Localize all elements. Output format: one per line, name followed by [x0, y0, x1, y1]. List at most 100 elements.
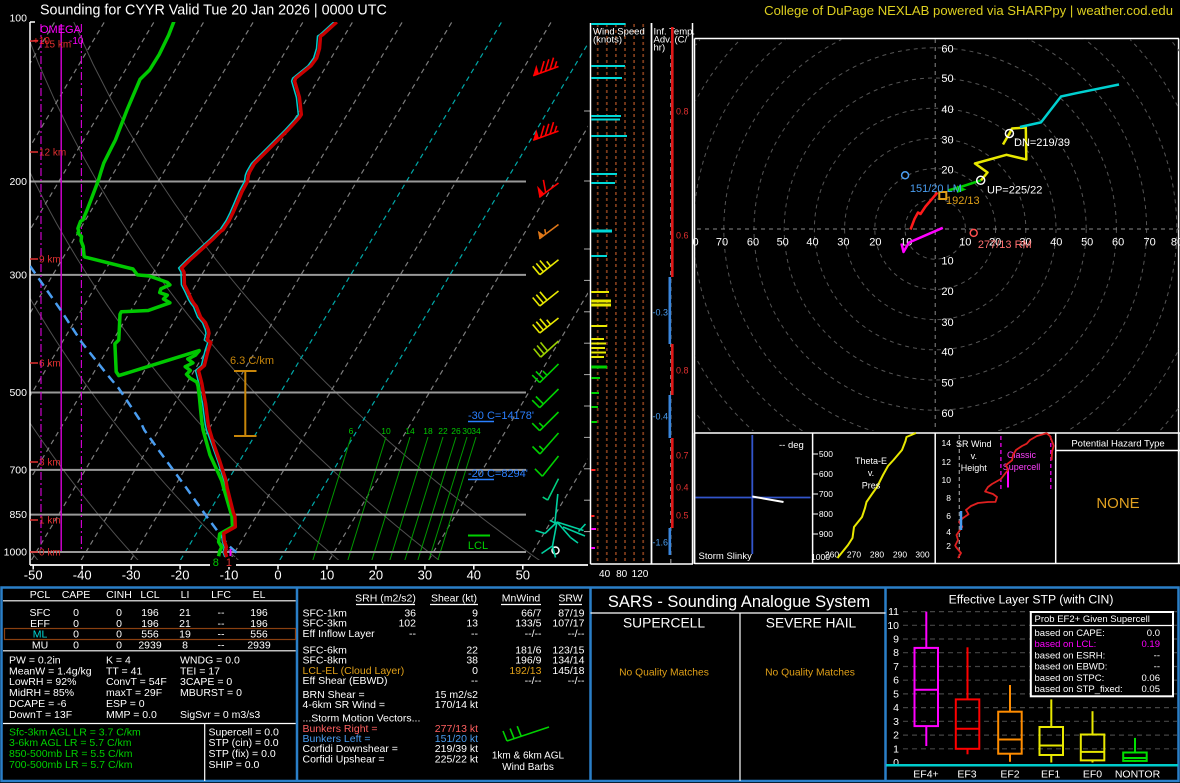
svg-text:0: 0 [116, 618, 122, 630]
svg-text:3-6km AGL LR = 5.7 C/km: 3-6km AGL LR = 5.7 C/km [9, 737, 132, 749]
svg-text:2939: 2939 [138, 640, 162, 652]
svg-text:170/14 kt: 170/14 kt [435, 699, 478, 711]
svg-text:3 km: 3 km [39, 458, 61, 469]
svg-text:30: 30 [462, 426, 472, 436]
svg-text:SEVERE HAIL: SEVERE HAIL [766, 616, 857, 631]
svg-text:20: 20 [989, 237, 1001, 249]
svg-text:50: 50 [516, 568, 530, 583]
svg-text:-30 C=14178': -30 C=14178' [468, 410, 534, 422]
svg-text:0.8: 0.8 [676, 107, 689, 117]
svg-text:9: 9 [893, 634, 899, 646]
svg-text:based on CAPE:: based on CAPE: [1035, 628, 1105, 639]
svg-text:196: 196 [250, 618, 268, 630]
svg-text:0.7: 0.7 [676, 451, 689, 461]
svg-text:0.0: 0.0 [1147, 628, 1160, 639]
svg-text:Effective Layer STP (with CIN): Effective Layer STP (with CIN) [949, 593, 1114, 607]
svg-text:+10: +10 [33, 36, 50, 47]
svg-text:0.06: 0.06 [1142, 673, 1161, 684]
svg-text:556: 556 [141, 629, 159, 641]
svg-text:STP (fix) = 0.0: STP (fix) = 0.0 [209, 748, 276, 760]
svg-text:Sounding for CYYR Valid Tue 2: Sounding for CYYR Valid Tue 20 Jan 2026 … [40, 3, 387, 19]
svg-text:2: 2 [946, 541, 951, 551]
svg-text:280: 280 [870, 550, 884, 560]
svg-text:-20: -20 [171, 568, 190, 583]
svg-text:20: 20 [869, 237, 881, 249]
svg-text:Corfidi Downshear =: Corfidi Downshear = [303, 743, 398, 755]
svg-text:850: 850 [9, 509, 27, 521]
svg-text:277/13 kt: 277/13 kt [435, 723, 478, 735]
svg-text:Wind Speed: Wind Speed [593, 27, 645, 38]
svg-text:30: 30 [837, 237, 849, 249]
svg-text:0: 0 [73, 618, 79, 630]
svg-text:Bunkers Left =: Bunkers Left = [303, 733, 371, 745]
svg-text:based on ESRH:: based on ESRH: [1035, 650, 1106, 661]
svg-text:10: 10 [320, 568, 334, 583]
svg-text:EF1: EF1 [1041, 769, 1060, 781]
svg-text:40: 40 [806, 237, 818, 249]
svg-text:34: 34 [471, 426, 481, 436]
svg-text:70: 70 [1143, 237, 1155, 249]
svg-text:PCL: PCL [30, 589, 51, 601]
svg-text:219/39 kt: 219/39 kt [435, 743, 478, 755]
svg-text:hr): hr) [654, 43, 666, 54]
svg-text:STP (cin) = 0.0: STP (cin) = 0.0 [209, 737, 279, 749]
svg-text:Eff Shear (EBWD): Eff Shear (EBWD) [303, 675, 388, 687]
svg-text:26: 26 [451, 426, 461, 436]
svg-text:BRN Shear =: BRN Shear = [303, 689, 365, 701]
svg-text:107/17: 107/17 [552, 618, 584, 630]
svg-text:0.19: 0.19 [1142, 639, 1161, 650]
svg-text:290: 290 [893, 550, 907, 560]
svg-text:--: -- [218, 640, 225, 652]
svg-text:14: 14 [405, 426, 415, 436]
svg-text:SFC-3km: SFC-3km [303, 618, 348, 630]
svg-text:60: 60 [747, 237, 759, 249]
svg-text:-0.3: -0.3 [652, 308, 668, 318]
svg-text:based on STPC:: based on STPC: [1035, 673, 1105, 684]
svg-text:EL: EL [253, 589, 266, 601]
svg-text:700: 700 [9, 464, 27, 476]
svg-text:EF2: EF2 [1000, 769, 1019, 781]
svg-text:CINH: CINH [106, 589, 132, 601]
svg-text:50: 50 [1081, 237, 1093, 249]
svg-text:260: 260 [825, 550, 839, 560]
svg-text:30: 30 [941, 317, 953, 329]
svg-text:30: 30 [418, 568, 432, 583]
svg-text:6.3 C/km: 6.3 C/km [230, 355, 274, 367]
svg-text:6: 6 [946, 511, 951, 521]
svg-text:120: 120 [632, 569, 649, 580]
svg-text:MeanW = 1.4g/kg: MeanW = 1.4g/kg [9, 665, 92, 677]
svg-text:TEI = 17: TEI = 17 [180, 665, 220, 677]
svg-text:36: 36 [404, 608, 416, 620]
svg-text:50: 50 [941, 378, 953, 390]
svg-text:ESP = 0: ESP = 0 [106, 698, 145, 710]
svg-text:0: 0 [116, 607, 122, 619]
svg-text:-30: -30 [122, 568, 141, 583]
svg-text:40: 40 [941, 347, 953, 359]
svg-text:12: 12 [942, 457, 952, 467]
svg-text:MMP = 0.0: MMP = 0.0 [106, 709, 157, 721]
svg-text:Eff Inflow Layer: Eff Inflow Layer [303, 628, 376, 640]
svg-text:v.: v. [971, 451, 977, 461]
svg-text:Potential Hazard Type: Potential Hazard Type [1071, 439, 1164, 450]
svg-text:SARS - Sounding Analogue Syste: SARS - Sounding Analogue System [608, 593, 870, 611]
svg-text:--: -- [1154, 662, 1160, 673]
svg-text:19: 19 [179, 629, 191, 641]
svg-text:ML: ML [33, 629, 48, 641]
svg-text:20: 20 [941, 286, 953, 298]
svg-text:10: 10 [381, 426, 391, 436]
svg-text:CAPE: CAPE [62, 589, 91, 601]
svg-text:1: 1 [226, 557, 232, 569]
svg-text:DownT = 13F: DownT = 13F [9, 709, 72, 721]
svg-text:-20 C=8294': -20 C=8294' [468, 468, 528, 480]
svg-text:based on LCL:: based on LCL: [1035, 639, 1097, 650]
svg-text:15 m2/s2: 15 m2/s2 [435, 689, 478, 701]
svg-text:500: 500 [819, 449, 833, 459]
svg-text:60: 60 [1112, 237, 1124, 249]
svg-text:0.05: 0.05 [1142, 684, 1161, 695]
svg-text:--: -- [218, 629, 225, 641]
svg-text:--/--: --/-- [525, 628, 542, 640]
svg-text:4: 4 [946, 527, 951, 537]
svg-text:30: 30 [1019, 237, 1031, 249]
svg-text:11: 11 [888, 606, 899, 618]
svg-text:50: 50 [941, 73, 953, 85]
